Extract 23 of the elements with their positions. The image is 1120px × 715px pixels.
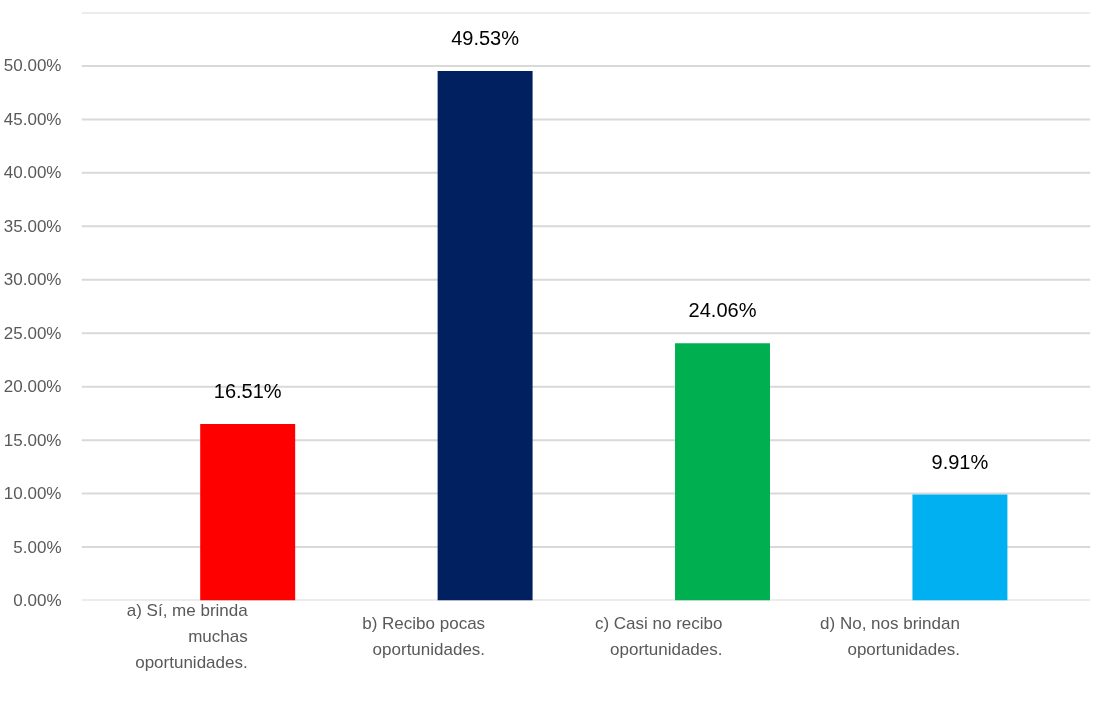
bar	[912, 494, 1008, 601]
y-tick-label: 35.00%	[3, 216, 62, 236]
data-label: 49.53%	[451, 26, 520, 49]
x-tick-label: c) Casi no recibo oportunidades.	[594, 614, 723, 659]
y-tick-label: 40.00%	[3, 163, 62, 183]
x-tick-label: a) Sí, me brinda muchas oportunidades.	[126, 601, 249, 672]
x-tick-label: d) No, nos brindan oportunidades.	[820, 614, 960, 659]
x-tick-label: b) Recibo pocas oportunidades.	[362, 614, 486, 659]
y-tick-label: 45.00%	[3, 109, 62, 129]
bar	[675, 343, 770, 601]
data-label: 24.06%	[688, 299, 757, 322]
bar	[437, 70, 533, 601]
y-tick-label: 5.00%	[13, 537, 62, 557]
data-label: 16.51%	[213, 379, 282, 402]
y-tick-label: 25.00%	[3, 323, 62, 343]
y-tick-label: 30.00%	[3, 270, 62, 290]
y-tick-label: 20.00%	[3, 377, 62, 397]
y-tick-label: 0.00%	[13, 591, 62, 610]
y-tick-label: 50.00%	[3, 56, 62, 76]
bar	[200, 423, 296, 601]
y-tick-label: 10.00%	[3, 484, 62, 504]
y-tick-label: 15.00%	[3, 430, 62, 450]
data-label: 9.91%	[931, 450, 989, 473]
